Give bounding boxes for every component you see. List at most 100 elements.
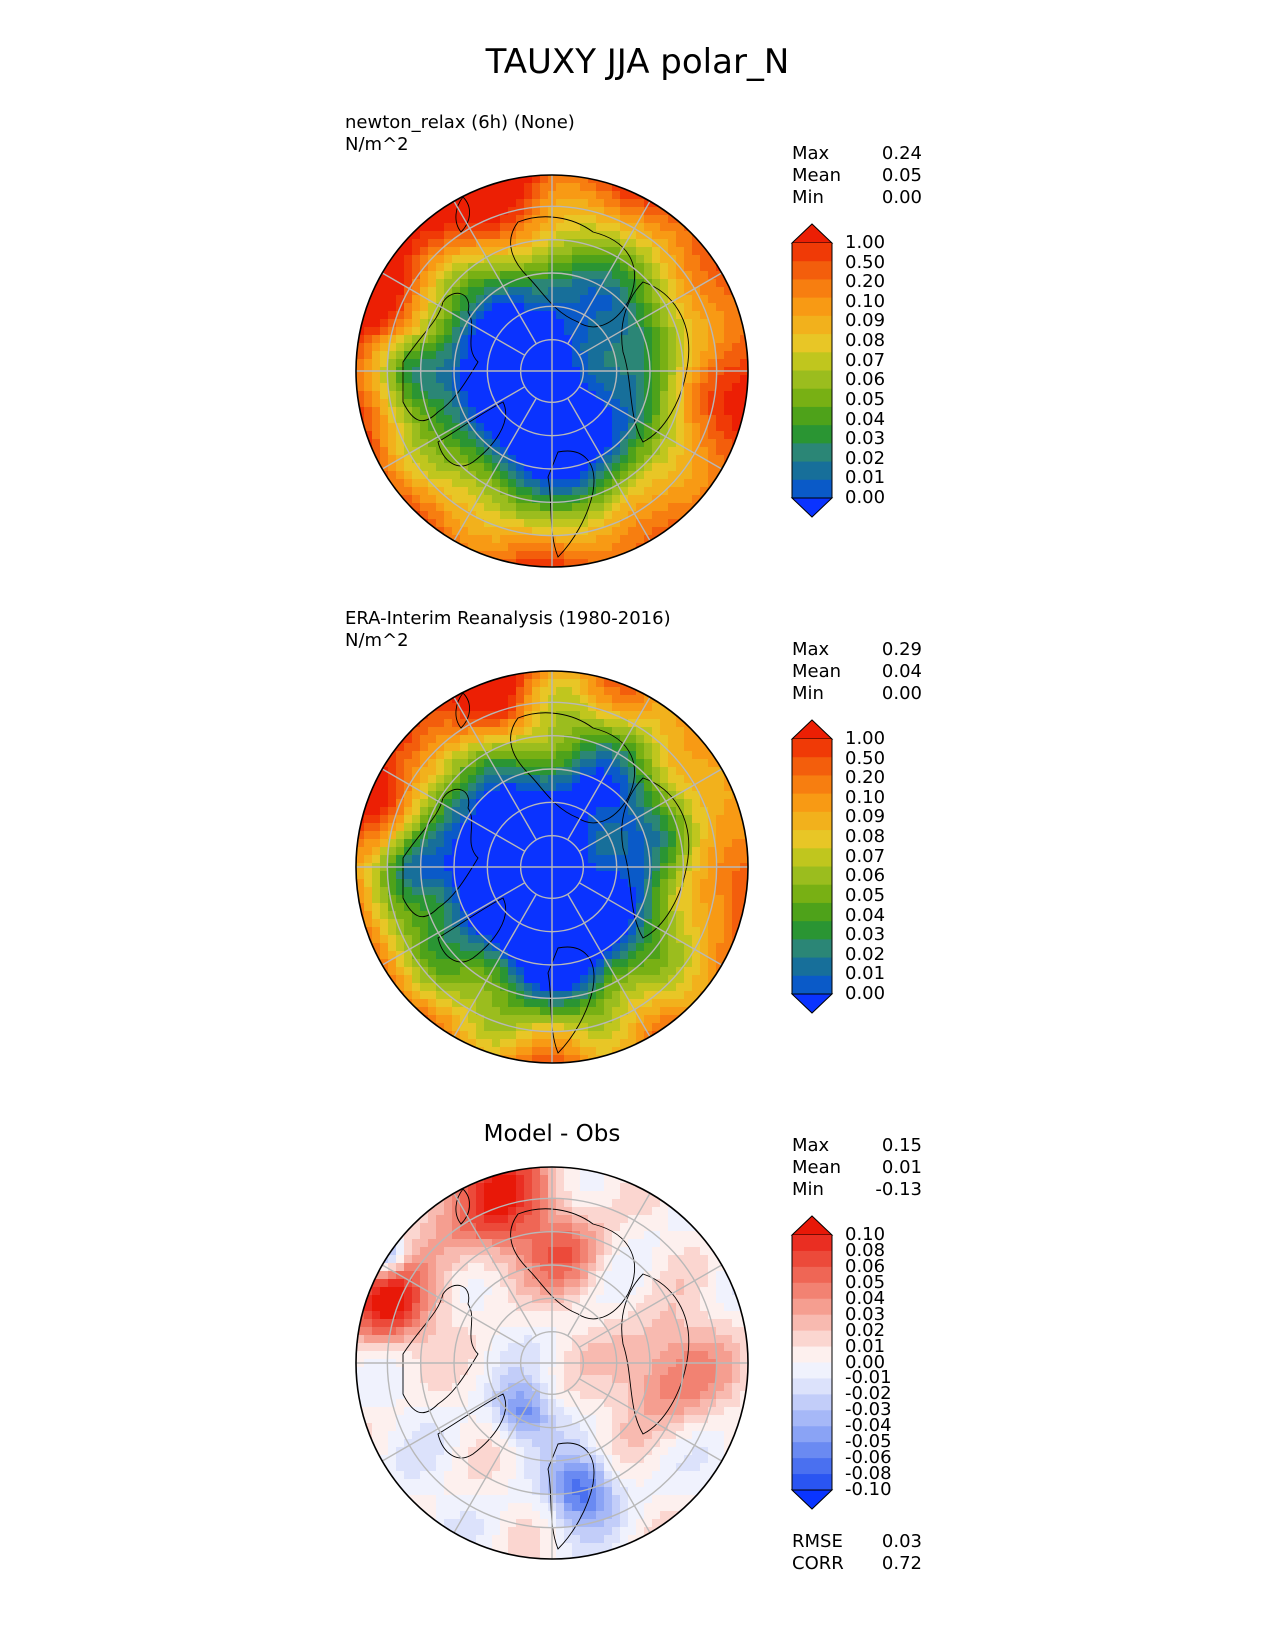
colorbar-tick-label: 0.02 bbox=[845, 943, 886, 965]
colorbar-segment bbox=[792, 957, 832, 977]
stat-min: Min -0.13 bbox=[792, 1179, 922, 1200]
colorbar-segment bbox=[792, 1458, 832, 1475]
stat-mean: Mean 0.04 bbox=[792, 661, 922, 682]
figure-title: TAUXY JJA polar_N bbox=[485, 42, 790, 82]
stat-max: Max 0.24 bbox=[792, 143, 922, 164]
colorbar-tick-label: 0.08 bbox=[845, 826, 886, 848]
colorbar-ref bbox=[790, 719, 834, 1014]
colorbar-tick-label: -0.10 bbox=[845, 1479, 892, 1500]
colorbar-tick-label: 0.06 bbox=[845, 1255, 886, 1277]
colorbar-segment bbox=[792, 1282, 832, 1300]
colorbar-tick-label: 0.05 bbox=[845, 884, 886, 906]
colorbar-tick-label: -0.03 bbox=[845, 1399, 892, 1421]
colorbar-tick-label: -0.04 bbox=[845, 1415, 892, 1437]
polar-map-ref bbox=[355, 670, 749, 1064]
colorbar-extend-max bbox=[790, 1215, 834, 1236]
colorbar-tick-label: 0.05 bbox=[845, 388, 886, 410]
colorbar-tick-label: 0.05 bbox=[845, 1271, 886, 1293]
colorbar-segment bbox=[792, 479, 832, 499]
panel-diff-title: Model - Obs bbox=[483, 1121, 621, 1147]
colorbar-segment bbox=[792, 975, 832, 995]
colorbar-segment bbox=[792, 461, 832, 481]
polar-map-test bbox=[355, 174, 749, 568]
colorbar-segment bbox=[792, 261, 832, 280]
colorbar-tick-label: 0.08 bbox=[845, 330, 886, 352]
map-boundary bbox=[355, 1166, 749, 1560]
colorbar-segment bbox=[792, 388, 832, 408]
colorbar-segment bbox=[792, 884, 832, 904]
colorbar-tick-label: 0.03 bbox=[845, 1303, 886, 1325]
map-boundary bbox=[355, 174, 749, 568]
colorbar-tick-label: 0.04 bbox=[845, 904, 886, 926]
colorbar-tick-label: -0.06 bbox=[845, 1447, 892, 1469]
colorbar-extend-max bbox=[790, 719, 834, 740]
coastlines bbox=[402, 1188, 690, 1550]
colorbar-test bbox=[790, 223, 834, 518]
colorbar-tick-label: 0.06 bbox=[845, 865, 886, 887]
colorbar-segment bbox=[792, 775, 832, 795]
colorbar-segment bbox=[792, 1442, 832, 1459]
panel-diff: Model - Obs Max 0.15 Mean 0.01 Min -0.13 0.… bbox=[0, 0, 1275, 1574]
colorbar-segment bbox=[792, 1362, 832, 1379]
colorbar-tick-label: 0.10 bbox=[845, 290, 886, 312]
panel-test-units: N/m^2 bbox=[345, 134, 409, 155]
panel-ref-title: ERA-Interim Reanalysis (1980-2016) bbox=[345, 608, 671, 629]
colorbar-tick-label: 0.10 bbox=[845, 1224, 886, 1245]
colorbar-segment bbox=[792, 848, 832, 867]
colorbar-segment bbox=[792, 739, 832, 758]
colorbar-segment bbox=[792, 297, 832, 317]
colorbar-segment bbox=[792, 443, 832, 463]
colorbar-extend-min bbox=[790, 1489, 834, 1510]
colorbar-tick-label: 0.04 bbox=[845, 408, 886, 430]
colorbar-tick-label: 0.07 bbox=[845, 845, 886, 867]
map-boundary bbox=[355, 670, 749, 1064]
colorbar-tick-label: -0.05 bbox=[845, 1431, 892, 1453]
metric-rmse: RMSE 0.03 bbox=[792, 1531, 922, 1552]
stat-min: Min 0.00 bbox=[792, 187, 922, 208]
colorbar-tick-label: 0.02 bbox=[845, 1319, 886, 1341]
panel-test: newton_relax (6h) (None) N/m^2 Max 0.24 M… bbox=[0, 0, 1275, 568]
panel-diff-stats: Max 0.15 Mean 0.01 Min -0.13 bbox=[792, 1135, 922, 1201]
colorbar-tick-label: 0.50 bbox=[845, 251, 886, 273]
colorbar-tick-label: -0.02 bbox=[845, 1383, 892, 1405]
colorbar-tick-label: 0.20 bbox=[845, 767, 886, 789]
stat-min: Min 0.00 bbox=[792, 683, 922, 704]
colorbar-segment bbox=[792, 1250, 832, 1268]
colorbar-segment bbox=[792, 1298, 832, 1316]
panel-test-title: newton_relax (6h) (None) bbox=[345, 112, 575, 133]
stat-max: Max 0.29 bbox=[792, 639, 922, 660]
colorbar-tick-label: 0.50 bbox=[845, 747, 886, 769]
colorbar-segment bbox=[792, 866, 832, 886]
panel-ref: ERA-Interim Reanalysis (1980-2016) N/m^2… bbox=[0, 0, 1275, 1064]
colorbar-tick-label: 0.01 bbox=[845, 467, 886, 489]
colorbar-segment bbox=[792, 406, 832, 426]
colorbar-segment bbox=[792, 1314, 832, 1332]
colorbar-tick-label: 0.04 bbox=[845, 1287, 886, 1309]
colorbar-tick-label: 0.07 bbox=[845, 349, 886, 371]
colorbar-tick-label: 0.20 bbox=[845, 271, 886, 293]
colorbar-segment bbox=[792, 1378, 832, 1395]
colorbar-segment bbox=[792, 1426, 832, 1443]
colorbar-segment bbox=[792, 1474, 832, 1491]
colorbar-tick-label: -0.08 bbox=[845, 1463, 892, 1485]
colorbar-segment bbox=[792, 811, 832, 831]
colorbar-tick-label: 0.08 bbox=[845, 1239, 886, 1261]
colorbar-segment bbox=[792, 1394, 832, 1411]
colorbar-tick-label: 0.03 bbox=[845, 924, 886, 946]
colorbar-tick-label: 0.02 bbox=[845, 447, 886, 469]
colorbar-segment bbox=[792, 830, 832, 849]
coastlines bbox=[402, 692, 690, 1054]
colorbar-segment bbox=[792, 921, 832, 940]
metric-corr: CORR 0.72 bbox=[792, 1553, 922, 1574]
colorbar-tick-label: 1.00 bbox=[845, 232, 886, 253]
colorbar-tick-label: 0.00 bbox=[845, 487, 886, 508]
colorbar-segment bbox=[792, 315, 832, 335]
colorbar-segment bbox=[792, 279, 832, 299]
colorbar-segment bbox=[792, 902, 832, 922]
colorbar-tick-label: 0.01 bbox=[845, 1335, 886, 1357]
panel-diff-metrics: RMSE 0.03 CORR 0.72 bbox=[792, 1531, 922, 1575]
colorbar-segment bbox=[792, 1346, 832, 1363]
panel-ref-units: N/m^2 bbox=[345, 630, 409, 651]
colorbar-extend-min bbox=[790, 497, 834, 518]
colorbar-tick-label: 0.06 bbox=[845, 369, 886, 391]
